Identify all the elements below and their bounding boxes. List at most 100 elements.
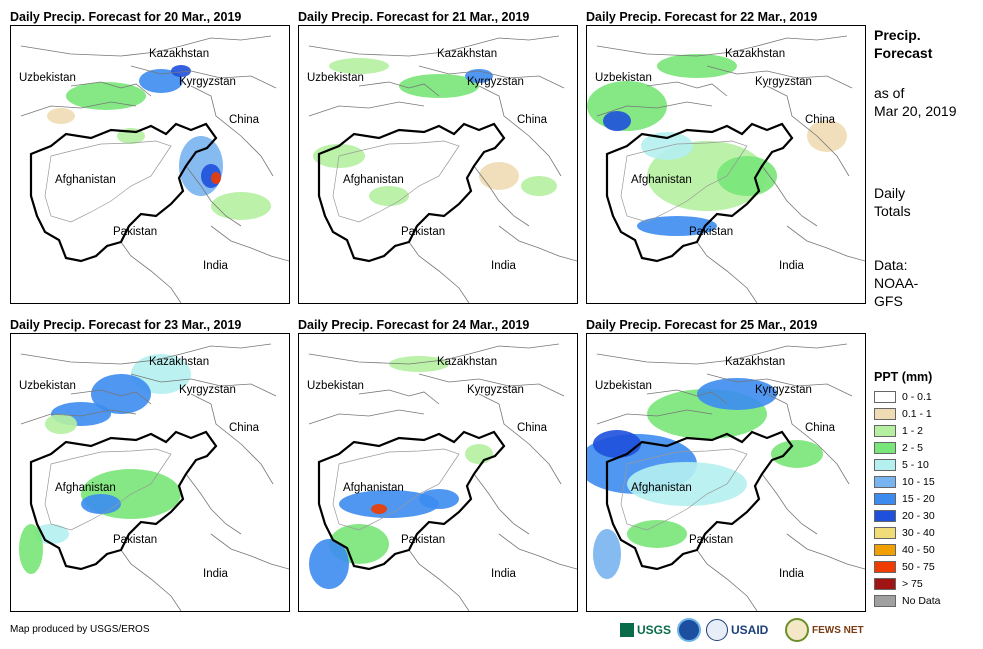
fewsnet-logo: FEWS NET	[785, 618, 864, 642]
country-border	[358, 389, 440, 405]
map-label-india: India	[203, 568, 228, 580]
map-label-afghanistan: Afghanistan	[343, 482, 404, 494]
map-label-kyrgyzstan: Kyrgyzstan	[179, 76, 236, 88]
map-label-afghanistan: Afghanistan	[631, 174, 692, 186]
legend-swatch	[874, 442, 896, 455]
legend-swatch	[874, 493, 896, 506]
country-border	[308, 101, 425, 117]
afghanistan-pakistan-outline	[29, 430, 218, 571]
country-border	[20, 101, 137, 117]
province-border	[44, 448, 172, 531]
map-label-afghanistan: Afghanistan	[631, 482, 692, 494]
legend-item: 10 - 15	[874, 475, 935, 489]
precip-area	[339, 490, 439, 518]
legend-item: 30 - 40	[874, 526, 935, 540]
country-border	[761, 473, 818, 535]
map-label-kazakhstan: Kazakhstan	[437, 356, 498, 368]
noaa-logo-icon	[677, 618, 701, 642]
map-label-india: India	[779, 260, 804, 272]
sidebar-heading-1: Precip.	[874, 27, 921, 43]
legend-item: 5 - 10	[874, 458, 929, 472]
precip-area	[211, 172, 221, 184]
sidebar-asof-2: Mar 20, 2019	[874, 103, 957, 119]
precip-area	[389, 356, 449, 372]
country-border	[473, 165, 530, 227]
legend-swatch	[874, 595, 896, 608]
country-border	[120, 549, 182, 611]
map-label-pakistan: Pakistan	[689, 226, 734, 238]
country-border	[761, 165, 818, 227]
panel-title: Daily Precip. Forecast for 21 Mar., 2019	[298, 10, 530, 24]
country-border	[70, 81, 152, 97]
precip-area	[91, 374, 151, 414]
legend-swatch	[874, 391, 896, 404]
map-label-kyrgyzstan: Kyrgyzstan	[467, 384, 524, 396]
map-label-india: India	[203, 260, 228, 272]
legend-swatch	[874, 425, 896, 438]
precip-area	[807, 120, 847, 152]
precip-area	[465, 444, 493, 464]
map-label-pakistan: Pakistan	[401, 226, 446, 238]
country-border	[190, 85, 274, 177]
map-label-kazakhstan: Kazakhstan	[725, 356, 786, 368]
map-label-kazakhstan: Kazakhstan	[725, 48, 786, 60]
country-border	[646, 389, 728, 405]
country-border	[478, 393, 562, 485]
country-border	[20, 35, 272, 57]
precip-area	[627, 462, 747, 506]
legend-item: No Data	[874, 594, 941, 608]
legend-label: > 75	[902, 578, 923, 590]
legend-item: 40 - 50	[874, 543, 935, 557]
map-frame: Kazakhstan Uzbekistan Kyrgyzstan China Afgha…	[298, 333, 578, 612]
precip-area	[171, 65, 191, 77]
map-label-uzbekistan: Uzbekistan	[19, 380, 76, 392]
map-label-afghanistan: Afghanistan	[55, 482, 116, 494]
legend-label: 2 - 5	[902, 442, 924, 454]
country-border	[130, 373, 277, 397]
country-border	[596, 101, 713, 117]
precip-map	[587, 343, 865, 611]
precip-area	[47, 108, 75, 124]
country-border	[478, 85, 562, 177]
afghanistan-pakistan-outline	[317, 430, 506, 571]
legend-swatch	[874, 561, 896, 574]
country-border	[20, 409, 137, 425]
map-label-afghanistan: Afghanistan	[343, 174, 404, 186]
map-label-uzbekistan: Uzbekistan	[595, 72, 652, 84]
country-border	[766, 393, 850, 485]
precip-area	[593, 529, 621, 579]
province-border	[332, 140, 460, 223]
precip-map	[19, 343, 289, 611]
sidebar-data-3: GFS	[874, 293, 903, 309]
province-border	[620, 448, 748, 531]
country-border	[596, 35, 848, 57]
precip-area	[479, 162, 519, 190]
legend-swatch	[874, 459, 896, 472]
panel-title: Daily Precip. Forecast for 25 Mar., 2019	[586, 318, 818, 332]
afghanistan-pakistan-outline	[317, 122, 506, 263]
map-label-pakistan: Pakistan	[113, 226, 158, 238]
country-border	[190, 393, 274, 485]
precip-area	[657, 54, 737, 78]
country-border	[418, 373, 565, 397]
sidebar-data-1: Data:	[874, 257, 908, 273]
precip-area	[697, 378, 777, 410]
legend-label: No Data	[902, 595, 941, 607]
map-label-china: China	[517, 114, 548, 126]
precip-map	[20, 35, 289, 303]
map-label-uzbekistan: Uzbekistan	[307, 380, 364, 392]
map-frame: Kazakhstan Uzbekistan Kyrgyzstan China Afgha…	[298, 25, 578, 304]
map-label-kazakhstan: Kazakhstan	[149, 356, 210, 368]
precip-area	[593, 430, 641, 458]
precip-area	[771, 440, 823, 468]
map-label-kyrgyzstan: Kyrgyzstan	[179, 384, 236, 396]
map-label-afghanistan: Afghanistan	[55, 174, 116, 186]
map-label-china: China	[805, 422, 836, 434]
precip-map	[308, 35, 577, 303]
legend-label: 5 - 10	[902, 459, 929, 471]
country-border	[766, 85, 850, 177]
footer-credit: Map produced by USGS/EROS	[10, 624, 150, 635]
precip-area	[369, 186, 409, 206]
legend-label: 20 - 30	[902, 510, 935, 522]
country-border	[646, 81, 728, 97]
